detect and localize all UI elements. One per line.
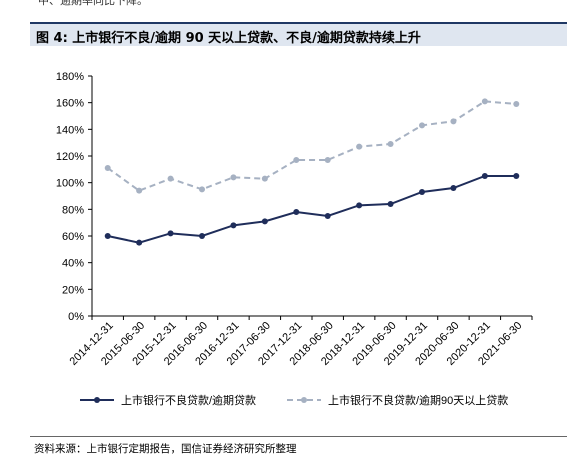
series-2-point [261, 175, 268, 182]
legend-label-2: 上市银行不良贷款/逾期90天以上贷款 [328, 393, 508, 407]
series-2-point [419, 122, 425, 129]
legend-label-1: 上市银行不良贷款/逾期贷款 [121, 393, 256, 407]
series-1-point [356, 202, 363, 209]
y-tick-label: 20% [62, 284, 84, 296]
series-2-point [199, 186, 205, 193]
series-line-2 [107, 100, 517, 192]
series-1-point [450, 185, 457, 191]
series-1-point [230, 222, 237, 229]
source-note: 资料来源：上市银行定期报告，国信证券经济研究所整理 [34, 443, 297, 455]
series-line-1 [107, 175, 517, 244]
y-tick-label: 60% [62, 231, 84, 243]
figure-title-bar: 图 4: 上市银行不良/逾期 90 天以上贷款、不良/逾期贷款持续上升 [30, 22, 567, 46]
series-1-point [104, 233, 111, 239]
series-1-point [136, 239, 143, 246]
legend-marker-1 [94, 397, 100, 403]
series-1-point [387, 201, 394, 207]
y-tick-label: 40% [62, 258, 84, 270]
top-text-fragment: 中、逾期率同比下降。 [38, 0, 148, 7]
y-tick-label: 180% [56, 71, 84, 83]
series-2-point [167, 175, 174, 182]
series-1-point [199, 233, 205, 239]
figure-title: 图 4: 上市银行不良/逾期 90 天以上贷款、不良/逾期贷款持续上升 [36, 31, 421, 46]
y-tick-label: 160% [56, 98, 84, 110]
series-2-point [513, 101, 520, 107]
series-1-point [167, 230, 174, 237]
legend: 上市银行不良贷款/逾期贷款 上市银行不良贷款/逾期90天以上贷款 [80, 393, 508, 407]
y-tick-label: 140% [56, 124, 84, 136]
series-1-point [419, 189, 425, 195]
source-divider [30, 436, 567, 437]
legend-marker-2 [301, 397, 307, 403]
series-1-point [481, 173, 488, 179]
series-2-point [387, 141, 394, 147]
y-tick-label: 0% [68, 311, 84, 323]
series-1-point [513, 173, 520, 179]
series-1-point [293, 209, 300, 215]
series-2-point [324, 157, 331, 163]
series-2-point [356, 143, 363, 150]
y-tick-label: 120% [56, 151, 84, 163]
series-2-point [450, 118, 457, 125]
series-2-point [104, 165, 111, 171]
series-2-point [481, 98, 488, 105]
series-2-point [230, 174, 237, 181]
series-1-point [261, 218, 268, 225]
x-axis: 2014-12-312015-06-302015-12-312016-06-30… [68, 315, 533, 368]
series-group [104, 98, 520, 246]
series-2-point [136, 187, 143, 194]
y-tick-label: 80% [62, 204, 84, 216]
series-1-point [324, 213, 331, 219]
line-chart: 0% 20% 40% 60% 80% 100% 120% 140% 160% 180% 2014-… [56, 71, 533, 407]
series-2-point [293, 157, 300, 163]
y-axis: 0% 20% 40% 60% 80% 100% 120% 140% 160% 180% [56, 71, 93, 323]
y-tick-label: 100% [56, 178, 84, 190]
